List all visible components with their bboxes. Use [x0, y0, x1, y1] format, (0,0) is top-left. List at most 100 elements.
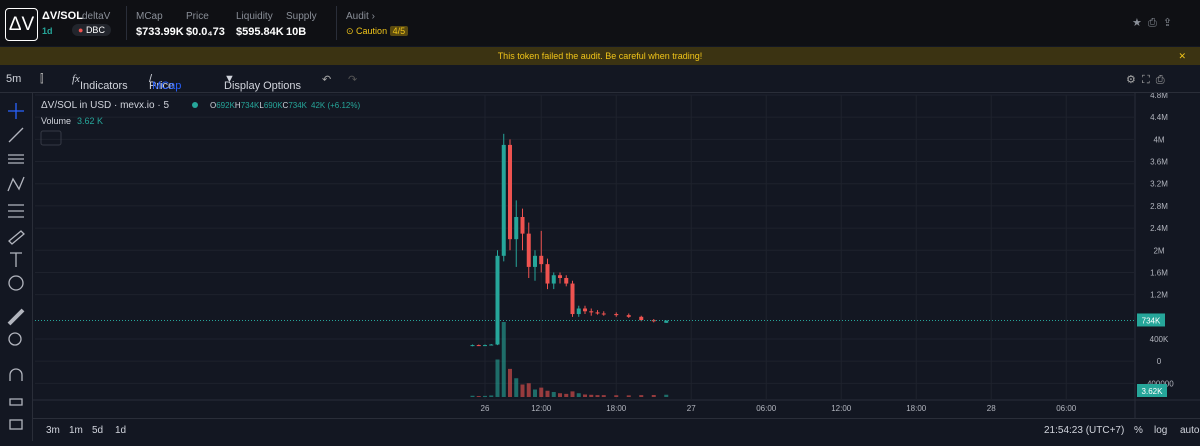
candle-body [664, 320, 669, 323]
clock: 21:54:23 (UTC+7) [1044, 425, 1125, 436]
ohlc-key: C [283, 101, 289, 110]
stat-value: 10B [286, 26, 307, 38]
volume-bar [614, 395, 619, 397]
audit-label[interactable]: Audit › [346, 11, 375, 22]
y-tick-label: 3.2M [1150, 180, 1168, 189]
symbol: ΔV/SOL [42, 10, 83, 22]
lock-draw-tool[interactable] [9, 398, 23, 406]
banner-text: This token failed the audit. Be careful … [497, 51, 703, 61]
volume-bar [476, 396, 481, 397]
lock-tool[interactable] [9, 419, 23, 430]
line-tool[interactable] [8, 127, 24, 143]
ohlc-value: 690K [264, 101, 283, 110]
x-tick-label: 06:00 [756, 404, 777, 413]
ohlc-value: 734K [241, 101, 260, 110]
crosshair-tool[interactable] [8, 103, 24, 119]
volume-bar [533, 389, 537, 397]
price-tag: 734K [1142, 316, 1161, 325]
zoom-tool[interactable] [8, 332, 22, 346]
volume-bar [589, 394, 594, 397]
volume-bar [526, 383, 531, 397]
volume-bar [483, 395, 487, 397]
stat-value: $733.99K [136, 26, 184, 38]
y-tick-label: 1.6M [1150, 268, 1168, 277]
dex[interactable]: ● DBC [72, 24, 111, 36]
audit-score: 4/5 [389, 26, 409, 36]
ohlc-key: O [210, 101, 216, 110]
timeframe[interactable]: 5d [92, 425, 104, 436]
volume-bar [470, 395, 475, 397]
volume-bar [545, 390, 550, 397]
timeframe[interactable]: 1d [115, 425, 127, 436]
candle-body [601, 313, 606, 315]
chart-settings[interactable]: ⚙ ⛶ ⎙ [1126, 74, 1165, 86]
candle-body [533, 255, 537, 267]
projection-tool[interactable] [8, 204, 24, 218]
chart-title: ΔV/SOL in USD · mevx.io · 5 [41, 100, 169, 111]
candle-body [564, 278, 569, 284]
fib-tool[interactable] [8, 154, 24, 164]
bottom-bar: 3m 1m 5d 1d 21:54:23 (UTC+7)% log auto [32, 418, 1200, 442]
ohlc-key: L [259, 101, 264, 110]
price-tag-bg [1137, 313, 1165, 327]
header-actions[interactable]: ★ ⎙ ⇪ [1132, 17, 1173, 29]
candle-body [508, 144, 512, 240]
ohlc-legend: O692KH734KL690KC734K 42K (+6.12%) [210, 101, 360, 110]
volume-bar [576, 393, 581, 397]
candle-body [520, 217, 525, 234]
divider [126, 6, 127, 40]
volume-label: Volume [41, 116, 71, 126]
change: 42K (+6.12%) [311, 101, 360, 110]
y-tick-label: 2.4M [1150, 224, 1168, 233]
y-tick-label: 4M [1153, 135, 1164, 144]
stat-value: $0.0₄73 [186, 26, 225, 38]
x-tick-label: 12:00 [531, 404, 552, 413]
volume-bar [514, 378, 519, 397]
volume-bar [583, 394, 587, 397]
close-banner[interactable]: ✕ [1178, 51, 1186, 61]
candle-body [483, 345, 487, 347]
chart: 4.8M 4.4M 4M 3.6M 3.2M 2.8M 2.4M 2M 1.6M 1.2M 400K… [33, 93, 1200, 418]
mcap-text: MCap [152, 80, 182, 92]
y-tick-label: -400000 [1144, 379, 1174, 388]
ruler-tool[interactable] [7, 308, 25, 326]
y-tick-label: 1.2M [1150, 291, 1168, 300]
scale-option[interactable]: auto [1180, 425, 1200, 436]
magnet-tool[interactable] [9, 368, 23, 381]
status-dot [192, 102, 198, 108]
brush-tool[interactable] [8, 230, 25, 245]
candle-body [545, 264, 550, 284]
text-tool[interactable] [10, 252, 22, 267]
collapse-legend[interactable] [40, 130, 62, 146]
x-tick-label: 28 [987, 404, 996, 413]
divider [336, 6, 337, 40]
stat-label: Liquidity [236, 11, 273, 22]
candle-body [476, 345, 481, 347]
price-mcap[interactable]: Price / MCap [149, 73, 182, 92]
candle-body [576, 308, 581, 315]
indicators[interactable]: fx Indicators [72, 73, 128, 92]
volume-tag: 3.62K [1142, 387, 1164, 396]
volume-bar [595, 395, 600, 397]
pattern-tool[interactable] [7, 176, 25, 192]
logo: ΔV [5, 8, 38, 41]
emoji-tool[interactable] [8, 275, 24, 291]
candle-body [589, 311, 594, 313]
tool-icons [7, 103, 25, 430]
y-tick-label: 2.8M [1150, 202, 1168, 211]
candle-body [526, 233, 531, 267]
ohlc-value: 734K [288, 101, 307, 110]
scale-option[interactable]: log [1154, 425, 1168, 436]
volume-bar [551, 392, 556, 397]
timeframe[interactable]: 3m [46, 425, 60, 436]
display-options[interactable]: Display Options ▼ [224, 73, 302, 92]
undo[interactable]: ↶ [322, 74, 332, 86]
timeframe[interactable]: 1m [69, 425, 83, 436]
candle-type[interactable]: ⫿ [40, 73, 44, 85]
scale-option[interactable]: % [1134, 425, 1143, 436]
price-text: Price [149, 80, 175, 92]
chart-toolbar: 5m ⫿ fx Indicators Price / MCap Display … [0, 66, 1200, 93]
interval[interactable]: 5m [6, 73, 22, 85]
candle-body [470, 345, 475, 347]
redo[interactable]: ↷ [348, 74, 358, 86]
